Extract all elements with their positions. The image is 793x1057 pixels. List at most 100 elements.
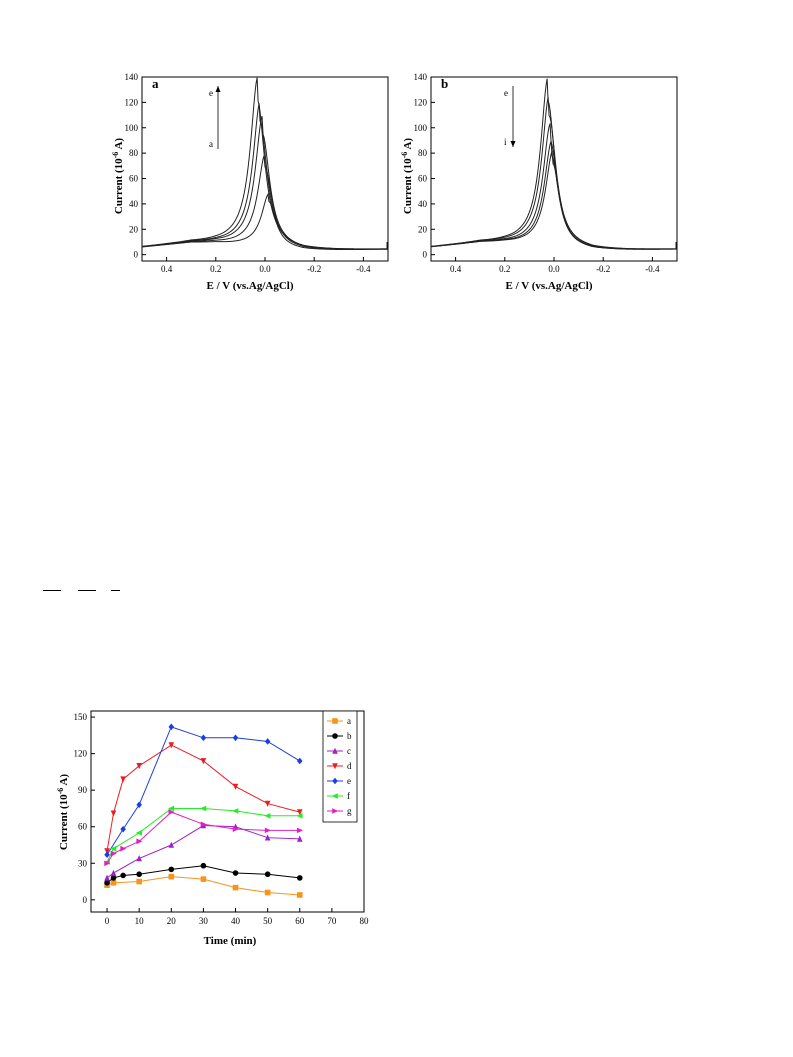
data-point-f xyxy=(135,830,142,836)
arrow-b-top-label: e xyxy=(504,88,508,98)
legend-marker-g xyxy=(332,808,339,814)
series-line-a xyxy=(106,876,300,896)
data-point-e xyxy=(120,825,126,833)
x-tick-label: 0.4 xyxy=(161,264,173,274)
arrow-b-head xyxy=(510,141,516,147)
data-point-e xyxy=(296,757,303,765)
legend-marker-f xyxy=(331,793,338,799)
data-point-c xyxy=(110,869,117,876)
data-point-d xyxy=(200,758,207,765)
series-line-f xyxy=(106,807,300,863)
y-tick-label: 120 xyxy=(414,97,428,107)
y-axis-label-a: Current (10-6 A) xyxy=(111,138,125,214)
data-point-d xyxy=(232,783,239,790)
data-point-c xyxy=(168,841,175,848)
y-tick-label: 80 xyxy=(418,148,428,158)
data-point-f xyxy=(232,808,239,814)
data-point-c xyxy=(264,834,271,841)
y-tick-label: 0 xyxy=(423,250,428,260)
legend-label-f: f xyxy=(347,791,350,801)
data-point-c xyxy=(104,874,110,881)
y-tick-label: 80 xyxy=(129,148,139,158)
legend-label-a: a xyxy=(347,716,351,726)
x-tick-label: -0.2 xyxy=(596,264,610,274)
x-tick-label: 30 xyxy=(199,916,209,926)
x-tick-label: 70 xyxy=(327,916,337,926)
y-tick-label: 100 xyxy=(125,123,139,133)
data-point-g xyxy=(200,821,207,828)
legend-label-g: g xyxy=(347,806,352,816)
data-point-d xyxy=(120,776,126,783)
legend-marker-a xyxy=(332,718,338,724)
data-point-a xyxy=(264,889,271,896)
b-curve-4 xyxy=(430,150,678,250)
data-point-e xyxy=(104,851,110,859)
legend-marker-c xyxy=(332,747,338,754)
y-tick-label: 140 xyxy=(414,72,428,82)
data-point-c xyxy=(136,855,142,862)
y-tick-label: 60 xyxy=(129,174,139,184)
data-point-e xyxy=(168,723,175,731)
data-point-f xyxy=(200,805,207,812)
plot-frame xyxy=(90,710,365,913)
y-tick-label: 60 xyxy=(78,822,88,832)
x-tick-label: -0.4 xyxy=(356,264,371,274)
y-tick-label: 20 xyxy=(129,224,139,234)
y-tick-label: 140 xyxy=(125,72,139,82)
data-point-d xyxy=(296,809,303,816)
data-point-b xyxy=(168,866,175,873)
data-point-a xyxy=(232,884,239,891)
y-axis-label-b: Current (10-6 A) xyxy=(400,138,414,214)
x-tick-label: 0.0 xyxy=(259,264,271,274)
y-tick-label: 30 xyxy=(78,858,88,868)
arrow-a-top-label: e xyxy=(209,88,213,98)
y-tick-label: 0 xyxy=(134,250,139,260)
data-point-b xyxy=(104,879,110,886)
legend-marker-b xyxy=(332,733,338,739)
y-tick-label: 120 xyxy=(125,97,139,107)
data-point-b xyxy=(296,875,303,881)
data-point-f xyxy=(167,805,175,812)
data-point-d xyxy=(264,800,271,807)
data-point-d xyxy=(104,848,110,855)
arrow-a-bottom-label: a xyxy=(209,139,213,149)
x-tick-label: 80 xyxy=(360,916,370,926)
data-point-e xyxy=(136,801,142,809)
y-tick-label: 120 xyxy=(74,749,88,759)
data-point-a xyxy=(200,876,207,882)
data-point-f xyxy=(296,812,303,819)
arrow-b-bottom-label: i xyxy=(504,137,507,147)
x-tick-label: 0 xyxy=(105,916,110,926)
y-axis-label-time: Current (10-6 A) xyxy=(56,774,70,850)
legend-marker-d xyxy=(332,763,338,770)
x-tick-label: 20 xyxy=(167,916,177,926)
divider-dash xyxy=(43,590,61,591)
x-axis-label-a: E / V (vs.Ag/AgCl) xyxy=(207,280,294,292)
y-tick-label: 90 xyxy=(78,785,88,795)
data-point-g xyxy=(110,850,117,857)
data-point-f xyxy=(110,845,117,852)
y-tick-label: 60 xyxy=(418,174,428,184)
x-tick-label: -0.4 xyxy=(645,264,660,274)
data-point-e xyxy=(264,738,271,745)
x-tick-label: 0.2 xyxy=(499,264,510,274)
data-point-b xyxy=(264,871,271,878)
data-point-d xyxy=(136,763,142,770)
x-tick-label: 60 xyxy=(295,916,305,926)
x-tick-label: 0.4 xyxy=(450,264,462,274)
x-tick-label: 40 xyxy=(231,916,241,926)
legend-label-e: e xyxy=(347,776,351,786)
y-tick-label: 40 xyxy=(129,199,139,209)
y-tick-label: 150 xyxy=(74,712,88,722)
data-point-b xyxy=(110,875,117,881)
y-tick-label: 40 xyxy=(418,199,428,209)
data-point-a xyxy=(110,879,117,886)
data-point-a xyxy=(136,878,142,885)
data-point-b xyxy=(136,871,142,878)
data-point-a xyxy=(296,892,303,898)
x-axis-label-b: E / V (vs.Ag/AgCl) xyxy=(506,280,593,292)
divider-dash xyxy=(78,590,96,591)
data-point-g xyxy=(168,809,175,815)
